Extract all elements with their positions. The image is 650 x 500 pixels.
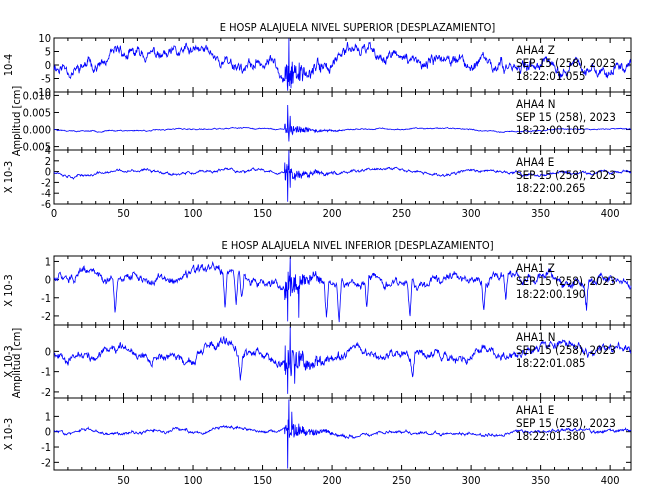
trace-date-label: SEP 15 (258), 2023 — [516, 416, 616, 430]
x-tick-label: 400 — [601, 207, 620, 220]
scale-label: 10-4 — [2, 54, 15, 76]
x-tick-label: 200 — [323, 207, 342, 220]
y-tick-label: -1 — [41, 441, 51, 454]
y-tick-label: 0 — [45, 345, 51, 358]
trace-time-label: 18:22:01.085 — [516, 356, 586, 370]
y-tick-label: 1 — [45, 255, 51, 268]
y-tick-label: 0 — [45, 59, 51, 72]
y-tick-label: -1 — [41, 366, 51, 379]
y-tick-label: 0.010 — [23, 89, 51, 102]
y-tick-label: 1 — [45, 410, 51, 423]
x-tick-label: 400 — [601, 474, 620, 487]
trace-station-label: AHA4 Z — [516, 43, 555, 57]
x-tick-label: 250 — [392, 474, 411, 487]
trace-station-label: AHA4 E — [516, 155, 554, 169]
trace-time-label: 18:22:00.265 — [516, 181, 586, 195]
x-tick-label: 350 — [531, 474, 550, 487]
y-axis-label: Amplitud [cm] — [10, 328, 23, 399]
y-tick-label: -6 — [41, 198, 51, 211]
x-tick-label: 250 — [392, 207, 411, 220]
trace-date-label: SEP 15 (258), 2023 — [516, 274, 616, 288]
y-tick-label: 0 — [45, 426, 51, 439]
x-tick-label: 200 — [323, 474, 342, 487]
y-tick-label: -2 — [41, 176, 51, 189]
x-tick-label: 150 — [253, 207, 272, 220]
x-tick-label: 350 — [531, 207, 550, 220]
y-tick-label: 10 — [38, 32, 51, 45]
y-tick-label: -0.005 — [19, 141, 51, 154]
y-axis-label: Amplitud [cm] — [10, 86, 23, 157]
trace-line — [53, 257, 632, 323]
scale-label: X 10-3 — [2, 161, 15, 193]
y-tick-label: -4 — [41, 187, 51, 200]
y-tick-label: 5 — [45, 46, 51, 59]
y-tick-label: 0 — [45, 166, 51, 179]
panel-frame — [53, 397, 632, 471]
x-tick-label: 300 — [462, 207, 481, 220]
trace-date-label: SEP 15 (258), 2023 — [516, 110, 616, 124]
scale-label: X 10-3 — [2, 274, 15, 306]
y-tick-label: -2 — [41, 456, 51, 469]
x-tick-label: 150 — [253, 474, 272, 487]
trace-date-label: SEP 15 (258), 2023 — [516, 168, 616, 182]
x-tick-label: 300 — [462, 474, 481, 487]
x-tick-label: 50 — [117, 207, 130, 220]
chart-title: E HOSP ALAJUELA NIVEL INFERIOR [DESPLAZA… — [221, 239, 493, 252]
x-tick-label: 50 — [117, 474, 130, 487]
y-tick-label: -2 — [41, 310, 51, 323]
y-tick-label: 0.000 — [23, 124, 51, 137]
trace-station-label: AHA1 Z — [516, 261, 555, 275]
trace-station-label: AHA1 N — [516, 330, 556, 344]
trace-line — [53, 399, 632, 469]
chart-title: E HOSP ALAJUELA NIVEL SUPERIOR [DESPLAZA… — [220, 21, 496, 34]
x-tick-label: 100 — [184, 474, 203, 487]
trace-time-label: 18:22:01.055 — [516, 69, 586, 83]
scale-label: X 10-3 — [2, 418, 15, 450]
trace-line — [54, 104, 632, 142]
y-tick-label: -10 — [35, 86, 51, 99]
trace-line — [53, 150, 631, 202]
y-tick-label: 4 — [45, 144, 51, 157]
trace-date-label: SEP 15 (258), 2023 — [516, 56, 616, 70]
trace-line — [53, 326, 632, 394]
scale-label: X 10-3 — [2, 345, 15, 377]
trace-time-label: 18:22:01.380 — [516, 429, 586, 443]
y-tick-label: -5 — [41, 73, 51, 86]
trace-station-label: AHA1 E — [516, 403, 554, 417]
trace-line — [53, 38, 632, 91]
panel-frame — [53, 149, 632, 205]
y-tick-label: -1 — [41, 292, 51, 305]
x-tick-label: 0 — [51, 207, 57, 220]
y-tick-label: 0 — [45, 274, 51, 287]
y-tick-label: 2 — [45, 155, 51, 168]
y-tick-label: 0.005 — [23, 106, 51, 119]
trace-date-label: SEP 15 (258), 2023 — [516, 343, 616, 357]
trace-time-label: 18:22:00.105 — [516, 123, 586, 137]
trace-time-label: 18:22:00.190 — [516, 287, 586, 301]
x-tick-label: 100 — [184, 207, 203, 220]
trace-station-label: AHA4 N — [516, 97, 556, 111]
y-tick-label: -2 — [41, 386, 51, 399]
